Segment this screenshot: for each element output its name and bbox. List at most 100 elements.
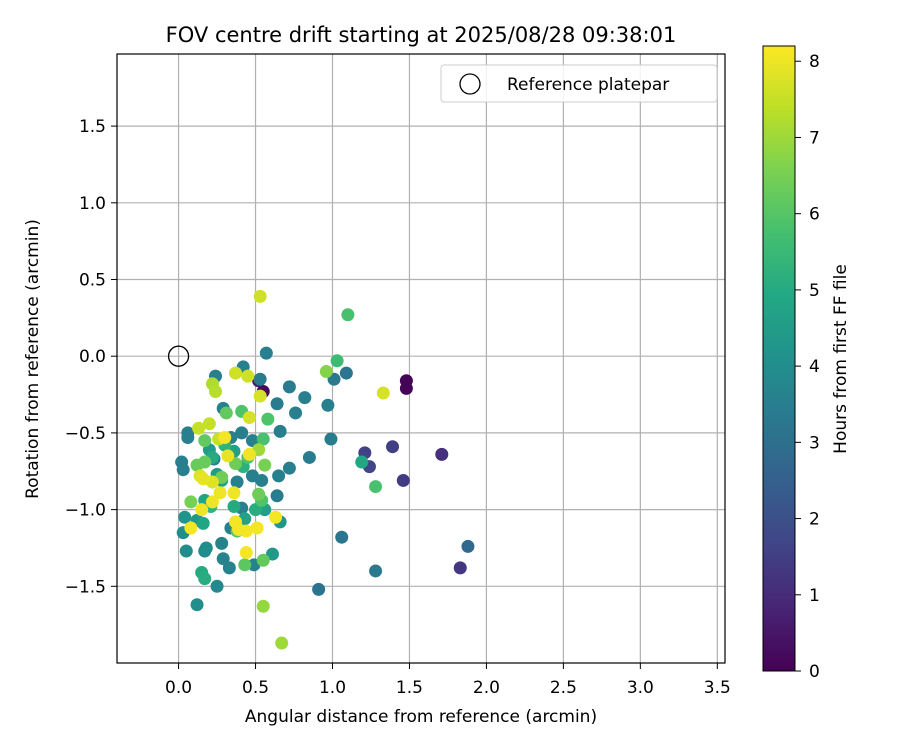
scatter-point [376,386,390,400]
grid-lines [117,54,725,663]
scatter-point [219,406,233,420]
plot-area: 0.0 0.5 1.0 1.5 2.0 2.5 3.0 3.5 1.5 1.0 0.5 0.0 −0.… [65,53,731,698]
colorbar-tick-label: 3 [809,433,820,453]
scatter-point [227,486,241,500]
scatter-point [213,486,227,500]
scatter-point [250,521,264,535]
scatter-point [253,289,267,303]
x-tick-label: 0.0 [165,678,192,698]
scatter-point [202,417,216,431]
chart-title: FOV centre drift starting at 2025/08/28 … [166,23,677,47]
scatter-point [256,599,270,613]
y-tick-label: 1.5 [79,117,106,137]
scatter-point [196,516,210,530]
scatter-point [330,354,344,368]
scatter-point [258,458,272,472]
scatter-points [175,289,475,650]
scatter-point [253,389,267,403]
scatter-point [205,495,219,509]
scatter-point [282,461,296,475]
x-axis-label: Angular distance from reference (arcmin) [245,707,597,727]
y-axis-ticks: 1.5 1.0 0.5 0.0 −0.5 −1.0 −1.5 [65,117,117,597]
scatter-point [256,432,270,446]
colorbar-gradient [762,45,796,672]
x-tick-label: 2.0 [473,678,500,698]
x-tick-label: 2.5 [550,678,577,698]
scatter-point [270,489,284,503]
scatter-point [179,544,193,558]
scatter-point [312,582,326,596]
scatter-point [255,473,269,487]
scatter-point [242,447,256,461]
scatter-point [275,636,289,650]
x-tick-label: 1.0 [319,678,346,698]
x-tick-label: 3.0 [627,678,654,698]
colorbar-tick-label: 6 [809,205,820,225]
scatter-point [241,369,255,383]
reference-platepar-marker [167,345,190,367]
scatter-point [218,431,232,445]
scatter-point [229,366,243,380]
colorbar: 0 1 2 3 4 5 6 7 8 Hours from first FF file [762,45,851,682]
colorbar-tick-label: 0 [809,662,820,682]
colorbar-ticks: 0 1 2 3 4 5 6 7 8 [795,52,820,682]
plot-frame [116,53,726,664]
scatter-point [239,524,253,538]
legend: Reference platepar [440,64,718,103]
scatter-point [181,431,195,445]
scatter-point [209,384,223,398]
scatter-point [399,381,413,395]
x-tick-label: 3.5 [704,678,731,698]
colorbar-tick-label: 5 [809,281,820,301]
colorbar-tick-label: 1 [809,586,820,606]
scatter-point [270,397,284,411]
legend-box [440,64,718,103]
scatter-point [341,308,355,322]
scatter-point [396,473,410,487]
colorbar-tick-label: 7 [809,128,820,148]
scatter-point [256,553,270,567]
scatter-point [369,480,383,494]
scatter-point [324,432,338,446]
y-axis-label: Rotation from reference (arcmin) [23,219,43,499]
y-tick-label: −1.5 [65,577,106,597]
scatter-point [319,365,333,379]
x-tick-label: 0.5 [242,678,269,698]
scatter-point [289,406,303,420]
scatter-point [242,411,256,425]
scatter-point [215,536,229,550]
y-tick-label: −0.5 [65,424,106,444]
scatter-point [198,455,212,469]
scatter-point [235,426,249,440]
scatter-point [178,510,192,524]
scatter-point [253,372,267,386]
scatter-point [222,561,236,575]
scatter-point [238,558,252,572]
scatter-point [176,463,190,477]
legend-marker-icon [459,73,481,95]
scatter-point [199,541,213,555]
scatter-point [216,552,230,566]
y-tick-label: −1.0 [65,501,106,521]
scatter-point [261,412,275,426]
scatter-point [239,546,253,560]
scatter-point [195,503,209,517]
scatter-point [321,398,335,412]
scatter-point [369,564,383,578]
scatter-point [272,469,286,483]
scatter-point [192,421,206,435]
colorbar-tick-label: 4 [809,357,820,377]
y-tick-label: 0.0 [79,347,106,367]
reference-marker-group [167,345,190,367]
scatter-point [269,510,283,524]
scatter-point [298,391,312,405]
scatter-point [190,598,204,612]
scatter-point [355,455,369,469]
y-tick-label: 1.0 [79,194,106,214]
scatter-point [249,503,263,517]
scatter-point [227,500,241,514]
scatter-point [210,579,224,593]
scatter-point [339,366,353,380]
legend-entry-reference: Reference platepar [507,75,669,95]
